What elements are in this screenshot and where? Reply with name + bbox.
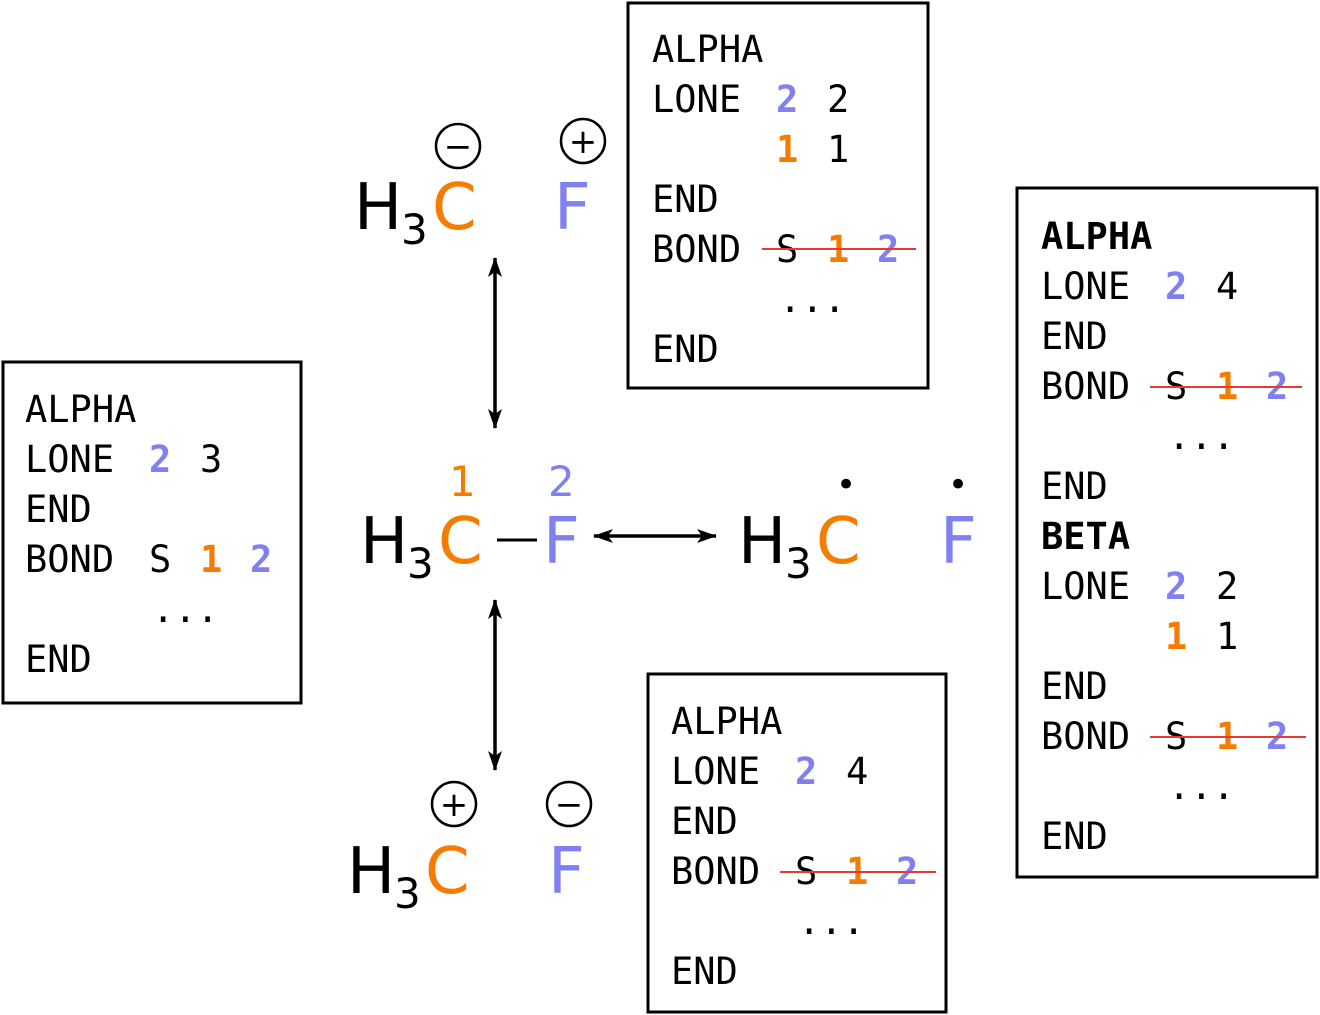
radical-carbon-dot: • (836, 465, 856, 505)
bottom-carbon: C (425, 835, 470, 909)
box-right-end2: END (1041, 465, 1108, 508)
radical-molecule: • • H 3 C F (738, 465, 977, 588)
center-c-index: 1 (449, 457, 476, 506)
top-fluorine-charge-circle (559, 117, 607, 165)
radical-fluorine: F (940, 505, 977, 579)
box-left-lone: LONE (25, 438, 114, 481)
box-right-bond: BOND (1041, 365, 1130, 408)
box-top: ALPHA LONE 2 2 1 1 END BOND S 1 2 ... EN… (626, 1, 930, 390)
box-bottom-end1: END (671, 800, 738, 843)
box-right-beta-lone-atom: 2 (1165, 565, 1187, 608)
box-right-frame (1015, 186, 1319, 879)
box-left-bond-atom2: 2 (250, 538, 272, 581)
box-left-lone-atom: 2 (149, 438, 171, 481)
box-bottom-ellipsis: ... (798, 900, 865, 943)
box-right-beta-ellipsis: ... (1168, 765, 1235, 808)
box-bottom-frame (646, 672, 948, 1014)
box-right-beta-lone2-atom: 1 (1165, 615, 1187, 658)
box-bottom-end2: END (671, 950, 738, 993)
box-left-bond: BOND (25, 538, 114, 581)
top-h3-label: H (354, 171, 402, 245)
box-top-lone2-atom: 1 (776, 128, 798, 171)
box-left-frame (1, 360, 303, 705)
box-left-ellipsis: ... (152, 588, 219, 631)
radical-h3-subscript: 3 (785, 539, 812, 588)
box-top-end2: END (652, 328, 719, 371)
box-left-end2: END (25, 638, 92, 681)
box-right-end1: END (1041, 315, 1108, 358)
radical-carbon: C (816, 505, 861, 579)
bottom-h3-subscript: 3 (394, 869, 421, 918)
box-top-ellipsis: ... (779, 278, 846, 321)
box-bottom: ALPHA LONE 2 4 END BOND S 1 2 ... END (646, 672, 948, 1014)
top-carbon-charge: − (444, 127, 473, 167)
box-right-beta-end2: END (1041, 815, 1108, 858)
box-left-bond-atom1: 1 (200, 538, 222, 581)
top-h3-subscript: 3 (401, 205, 428, 254)
box-right-beta-lone-count: 2 (1216, 565, 1238, 608)
center-fluorine: F (543, 505, 580, 579)
box-right-alpha: ALPHA (1041, 215, 1152, 258)
box-right-beta: BETA (1041, 515, 1130, 558)
box-top-frame (626, 1, 930, 390)
box-right: ALPHA LONE 2 4 END BOND S 1 2 ... END BE… (1015, 186, 1319, 879)
center-h3-subscript: 3 (407, 539, 434, 588)
top-fluorine: F (554, 171, 591, 245)
box-left: ALPHA LONE 2 3 END BOND S 1 2 ... END (1, 360, 303, 705)
bottom-molecule: + − H 3 C F (347, 780, 593, 918)
box-left-bond-type: S (149, 538, 171, 581)
box-top-alpha: ALPHA (652, 28, 763, 71)
box-top-lone-count: 2 (827, 78, 849, 121)
box-bottom-alpha: ALPHA (671, 700, 782, 743)
bottom-fluorine-charge-circle (545, 780, 593, 828)
bottom-carbon-charge-circle (430, 780, 478, 828)
top-carbon: C (432, 171, 477, 245)
box-bottom-lone-count: 4 (846, 750, 868, 793)
box-top-lone2-count: 1 (827, 128, 849, 171)
box-right-beta-bond: BOND (1041, 715, 1130, 758)
box-right-beta-lone2-count: 1 (1216, 615, 1238, 658)
top-carbon-charge-circle (434, 122, 482, 170)
box-right-beta-end1: END (1041, 665, 1108, 708)
box-right-lone: LONE (1041, 265, 1130, 308)
bottom-fluorine: F (548, 835, 585, 909)
center-h3-label: H (360, 505, 408, 579)
top-molecule: − + H 3 C F (354, 117, 607, 254)
box-right-ellipsis: ... (1168, 415, 1235, 458)
box-bottom-lone: LONE (671, 750, 760, 793)
center-f-index: 2 (548, 457, 575, 506)
center-molecule: 1 2 H 3 C F (360, 457, 580, 588)
radical-h3-label: H (738, 505, 786, 579)
box-left-lone-count: 3 (200, 438, 222, 481)
box-bottom-bond: BOND (671, 850, 760, 893)
box-left-end1: END (25, 488, 92, 531)
box-right-beta-lone: LONE (1041, 565, 1130, 608)
bottom-h3-label: H (347, 835, 395, 909)
bottom-carbon-charge: + (440, 785, 469, 825)
box-top-lone-atom: 2 (776, 78, 798, 121)
bottom-fluorine-charge: − (555, 785, 584, 825)
box-top-end1: END (652, 178, 719, 221)
box-right-lone-atom: 2 (1165, 265, 1187, 308)
radical-fluorine-dot: • (948, 465, 968, 505)
box-top-bond: BOND (652, 228, 741, 271)
top-fluorine-charge: + (569, 122, 598, 162)
box-right-lone-count: 4 (1216, 265, 1238, 308)
box-bottom-lone-atom: 2 (795, 750, 817, 793)
box-top-lone: LONE (652, 78, 741, 121)
center-carbon: C (438, 505, 483, 579)
box-left-alpha: ALPHA (25, 388, 136, 431)
